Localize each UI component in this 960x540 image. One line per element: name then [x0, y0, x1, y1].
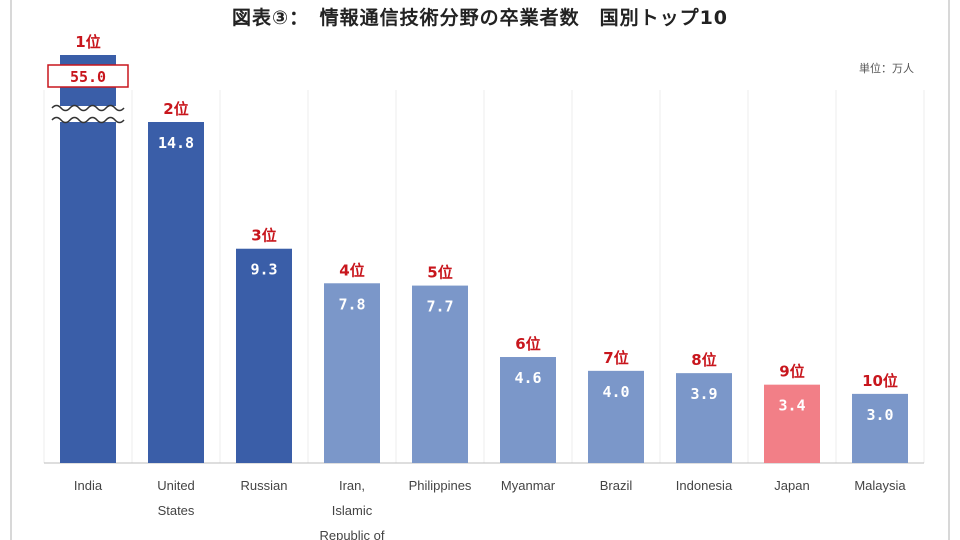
data-label: 7.7: [426, 298, 453, 316]
rank-label: 3位: [251, 227, 276, 245]
rank-label: 7位: [603, 349, 628, 367]
data-label: 4.0: [602, 383, 629, 401]
bar: [588, 370, 644, 463]
rank-label: 6位: [515, 335, 540, 353]
bar: [764, 384, 820, 463]
rank-label: 5位: [427, 264, 452, 282]
bar: [324, 283, 380, 463]
data-label: 9.3: [250, 261, 277, 279]
bar: [412, 285, 468, 463]
x-tick-label: Iran,: [339, 478, 365, 493]
bar: [60, 55, 116, 463]
rank-label: 4位: [339, 261, 364, 279]
x-tick-label: Islamic: [332, 503, 373, 518]
rank-label: 2位: [163, 100, 188, 118]
data-label: 4.6: [514, 369, 541, 387]
data-label: 3.4: [778, 397, 805, 415]
x-tick-label: Republic of: [319, 528, 384, 540]
x-tick-label: States: [158, 503, 195, 518]
data-label: 3.0: [866, 406, 893, 424]
axis-break-gap: [52, 106, 124, 122]
rank-label: 10位: [862, 372, 898, 390]
x-tick-label: Japan: [774, 478, 809, 493]
x-tick-label: Myanmar: [501, 478, 556, 493]
rank-label: 9位: [779, 363, 804, 381]
axis-break-wave: [51, 104, 125, 112]
x-tick-label: India: [74, 478, 103, 493]
data-label: 3.9: [690, 385, 717, 403]
bar: [676, 373, 732, 463]
x-tick-label: Philippines: [409, 478, 472, 493]
bar: [148, 122, 204, 463]
bar: [852, 393, 908, 463]
x-tick-label: Indonesia: [676, 478, 733, 493]
x-tick-label: Malaysia: [854, 478, 906, 493]
bar: [236, 248, 292, 463]
rank-label: 1位: [75, 33, 100, 51]
x-tick-label: Russian: [241, 478, 288, 493]
x-tick-label: United: [157, 478, 195, 493]
data-label: 14.8: [158, 134, 194, 152]
left-border: [10, 0, 12, 540]
axis-break-wave: [51, 116, 125, 124]
right-border: [948, 0, 950, 540]
x-tick-label: Brazil: [600, 478, 633, 493]
value-label-box: [47, 64, 129, 88]
data-label: 7.8: [338, 295, 365, 313]
unit-label: 単位：万人: [859, 62, 914, 75]
data-label: 55.0: [70, 68, 106, 86]
rank-label: 8位: [691, 351, 716, 369]
chart-title: 図表③： 情報通信技術分野の卒業者数 国別トップ10: [231, 7, 729, 29]
bar: [500, 357, 556, 463]
